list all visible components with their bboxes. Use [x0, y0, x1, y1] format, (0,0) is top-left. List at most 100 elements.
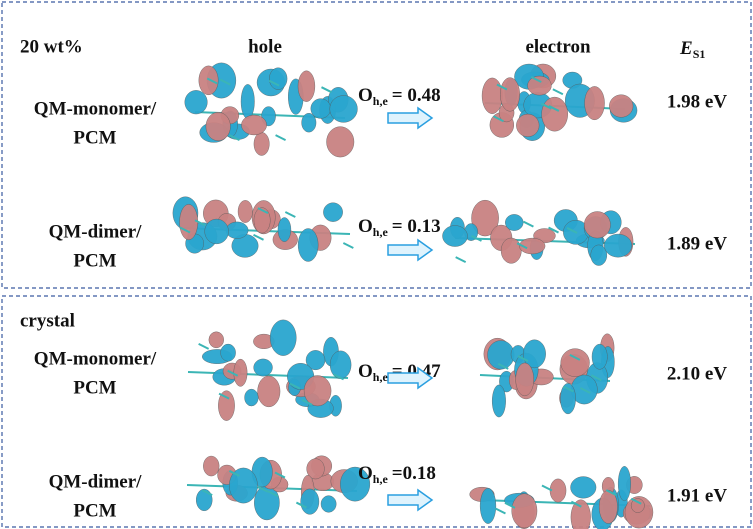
orbital-lobe — [258, 376, 280, 407]
orbital-lobe — [516, 114, 539, 137]
overlap-label: Oh,e= 0.13 — [358, 216, 441, 238]
orbital-lobe — [571, 477, 597, 499]
arrow — [388, 490, 432, 510]
column-header: hole — [248, 36, 282, 57]
bond — [523, 222, 533, 227]
column-header: electron — [525, 36, 590, 57]
orbital-lobe — [196, 489, 212, 511]
orbital-lobe — [311, 99, 331, 119]
column-header: ES1 — [679, 38, 705, 60]
orbital-lobe — [512, 494, 537, 528]
overlap-value: =0.18 — [392, 463, 436, 484]
orbital-lobe — [180, 204, 198, 240]
method-label: QM-monomer/ — [34, 348, 157, 369]
orbital-lobe — [221, 344, 236, 361]
method-label: QM-dimer/ — [49, 471, 143, 492]
bond — [343, 243, 353, 248]
method-label: PCM — [73, 250, 116, 271]
energy-value: 1.91 eV — [667, 485, 727, 506]
orbital-lobe — [254, 132, 269, 155]
orbital-lobe — [550, 479, 566, 502]
orbital-lobe — [330, 95, 358, 122]
orbital-lobe — [270, 320, 296, 356]
orbital-lobe — [505, 214, 523, 230]
bond — [553, 89, 563, 94]
orbital-lobe — [199, 66, 218, 95]
orbital-lobe — [245, 389, 259, 406]
orbital-lobe — [209, 332, 224, 348]
orbital-lobe — [528, 76, 552, 95]
bond — [321, 87, 331, 92]
orbital-art — [173, 63, 653, 529]
orbital-lobe — [241, 84, 254, 118]
overlap-subscript: h,e — [373, 225, 389, 239]
orbital-lobe — [323, 203, 342, 222]
orbital-lobe — [321, 496, 336, 513]
panel-label: 20 wt% — [20, 36, 83, 57]
orbital-lobe — [205, 219, 229, 244]
orbital-lobe — [561, 349, 590, 377]
panel-label: crystal — [20, 310, 75, 331]
orbital-lobe — [501, 238, 521, 263]
method-label: PCM — [73, 127, 116, 148]
energy-value: 2.10 eV — [667, 363, 727, 384]
bond — [285, 212, 295, 217]
orbital-lobe — [584, 212, 610, 239]
bond — [276, 135, 286, 140]
arrow — [388, 240, 432, 260]
orbital-lobe — [585, 86, 605, 119]
orbital-lobe — [298, 71, 315, 102]
overlap-symbol: O — [358, 361, 373, 382]
orbital-lobe — [609, 95, 633, 118]
energy-value: 1.89 eV — [667, 233, 727, 254]
method-label: QM-dimer/ — [49, 221, 143, 242]
orbital-lobe — [327, 127, 354, 157]
orbital-lobe — [254, 359, 273, 376]
orbital-lobe — [542, 97, 568, 131]
orbital-lobe — [301, 489, 319, 514]
overlap-subscript: h,e — [373, 94, 389, 108]
orbital-lobe — [278, 218, 291, 242]
overlap-label: Oh,e= 0.48 — [358, 85, 441, 107]
energy-symbol: E — [679, 38, 693, 59]
overlap-subscript: h,e — [373, 370, 389, 384]
orbital-lobe — [516, 363, 534, 396]
overlap-label: Oh,e=0.18 — [358, 463, 436, 485]
figure: 20 wt% hole electron ES1 crystal QM-mono… — [0, 0, 753, 529]
orbital-lobe — [480, 488, 496, 524]
orbital-lobe — [269, 68, 287, 90]
orbital-lobe — [500, 78, 520, 112]
orbital-lobe — [492, 385, 505, 417]
orbital-lobe — [185, 90, 208, 114]
orbital-lobe — [241, 115, 266, 135]
bond — [199, 344, 209, 349]
orbital-lobe — [592, 344, 607, 369]
orbital-lobe — [203, 456, 219, 476]
overlap-symbol: O — [358, 216, 373, 237]
overlap-symbol: O — [358, 463, 373, 484]
orbital-lobe — [226, 222, 248, 239]
orbital-lobe — [618, 466, 631, 501]
overlap-value: = 0.13 — [392, 216, 441, 237]
arrow — [388, 108, 432, 128]
orbital-lobe — [238, 200, 253, 222]
bond — [495, 508, 505, 513]
method-label: PCM — [73, 500, 116, 521]
orbital-lobe — [206, 112, 231, 141]
overlap-symbol: O — [358, 85, 373, 106]
orbital-lobe — [298, 228, 318, 261]
orbital-lobe — [330, 351, 351, 379]
orbital-lobe — [304, 376, 331, 406]
orbital-lobe — [302, 113, 316, 132]
orbital-lobe — [482, 78, 502, 114]
orbital-lobe — [442, 226, 467, 247]
overlap-value: = 0.48 — [392, 85, 441, 106]
energy-subscript: S1 — [693, 47, 706, 61]
method-label: QM-monomer/ — [34, 98, 157, 119]
orbital-lobe — [234, 359, 247, 386]
orbital-lobe — [604, 234, 632, 257]
orbital-lobe — [254, 208, 270, 233]
method-label: PCM — [73, 377, 116, 398]
energy-value: 1.98 eV — [667, 91, 727, 112]
overlap-subscript: h,e — [373, 472, 389, 486]
